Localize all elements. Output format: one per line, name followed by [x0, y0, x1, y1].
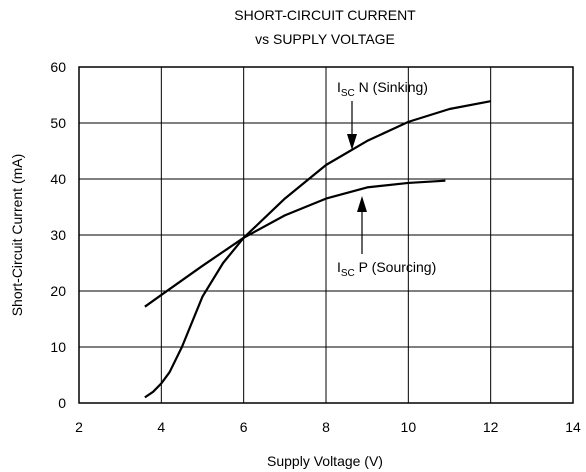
x-tick-label: 14	[565, 419, 581, 435]
annotation: ISC N (Sinking)	[337, 79, 428, 99]
series-line	[144, 179, 446, 399]
y-tick-label: 40	[50, 171, 66, 187]
y-axis-label: Short-Circuit Current (mA)	[9, 154, 25, 317]
x-axis-label: Supply Voltage (V)	[267, 453, 383, 469]
x-tick-label: 6	[240, 419, 248, 435]
y-tick-label: 20	[50, 283, 66, 299]
annotation-sub: SC	[341, 268, 355, 279]
y-tick-label: 30	[50, 227, 66, 243]
arrowhead	[357, 196, 367, 212]
annotation-base: I	[337, 79, 341, 95]
x-tick-label: 2	[75, 419, 83, 435]
y-tick-label: 0	[58, 395, 66, 411]
x-tick-label: 10	[401, 419, 417, 435]
x-tick-label: 12	[483, 419, 499, 435]
annotation-text: P (Sourcing)	[355, 259, 436, 275]
arrowhead	[347, 134, 357, 150]
series-line	[144, 100, 491, 308]
chart-title: SHORT-CIRCUIT CURRENT	[234, 7, 416, 23]
annotation-text: N (Sinking)	[355, 79, 428, 95]
chart-title: vs SUPPLY VOLTAGE	[255, 31, 395, 47]
x-tick-label: 8	[322, 419, 330, 435]
y-tick-label: 10	[50, 339, 66, 355]
y-tick-label: 60	[50, 59, 66, 75]
x-tick-label: 4	[157, 419, 165, 435]
annotation-sub: SC	[341, 88, 355, 99]
y-tick-label: 50	[50, 115, 66, 131]
annotation-base: I	[337, 259, 341, 275]
annotation: ISC P (Sourcing)	[337, 259, 436, 279]
